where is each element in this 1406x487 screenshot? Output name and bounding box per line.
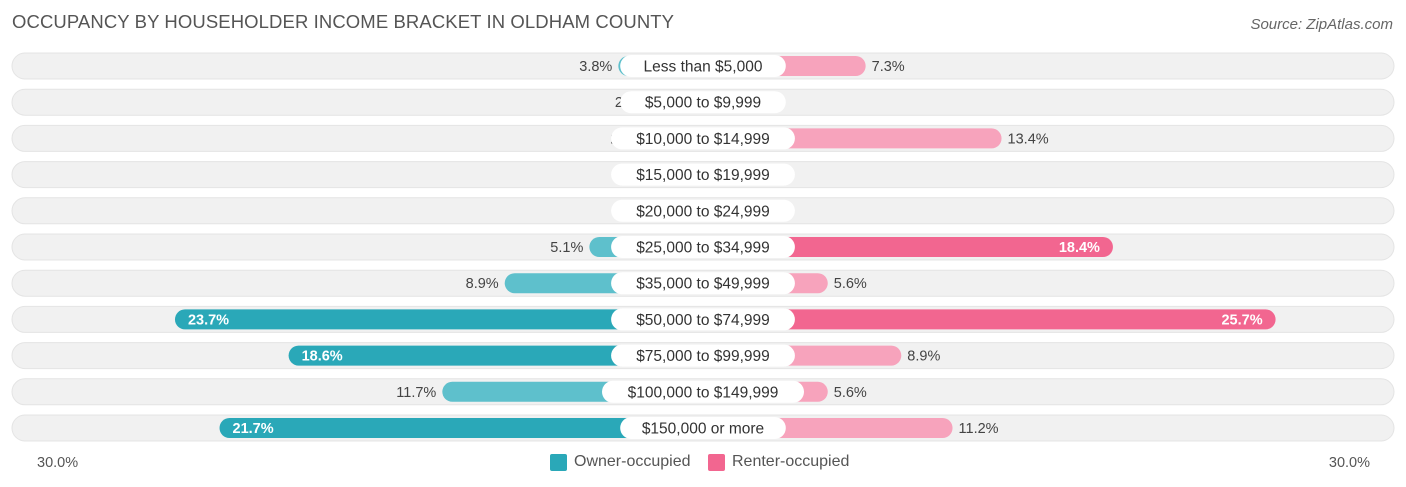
- owner-bar: [288, 345, 703, 366]
- renter-value-label: 13.4%: [1008, 131, 1049, 147]
- owner-value-label: 8.9%: [466, 276, 499, 292]
- category-label: $100,000 to $149,999: [628, 384, 779, 401]
- category-pill: [611, 199, 795, 222]
- category-label: $20,000 to $24,999: [636, 203, 770, 220]
- owner-value-label: 18.6%: [302, 349, 343, 365]
- category-pill: [611, 236, 795, 258]
- category-pill: [611, 308, 795, 331]
- renter-bar: [703, 237, 1113, 257]
- category-pill: [620, 91, 786, 114]
- renter-value-label: 8.9%: [907, 349, 940, 365]
- category-label: $5,000 to $9,999: [645, 95, 761, 112]
- owner-value-label: 3.8%: [579, 59, 612, 75]
- legend-renter-label: Renter-occupied: [732, 453, 850, 470]
- category-pill: [620, 55, 786, 77]
- category-label: $35,000 to $49,999: [636, 276, 770, 293]
- legend-owner-label: Owner-occupied: [574, 453, 691, 470]
- owner-value-label: 5.1%: [550, 240, 583, 256]
- owner-value-label: 11.7%: [396, 385, 436, 401]
- category-pill: [611, 163, 795, 186]
- renter-value-label: 18.4%: [1059, 240, 1100, 256]
- owner-value-label: 23.7%: [188, 312, 229, 328]
- axis-right-label: 30.0%: [1328, 455, 1370, 471]
- legend-owner-swatch: [550, 453, 567, 471]
- axis-left-label: 30.0%: [37, 455, 79, 471]
- renter-value-label: 11.2%: [959, 421, 999, 437]
- chart-plot: 3.8%7.3%Less than $5,0002.2%0.0%$5,000 t…: [11, 52, 1395, 442]
- category-pill: [620, 417, 786, 439]
- legend-renter: Renter-occupied: [708, 453, 849, 471]
- source-note: Source: ZipAtlas.com: [1250, 16, 1393, 33]
- renter-value-label: 7.3%: [872, 59, 905, 75]
- category-pill: [611, 127, 795, 150]
- category-label: $10,000 to $14,999: [636, 131, 770, 148]
- category-pill: [611, 272, 795, 295]
- category-label: Less than $5,000: [644, 59, 763, 76]
- renter-value-label: 25.7%: [1221, 312, 1262, 328]
- category-pill: [611, 344, 795, 367]
- category-label: $150,000 or more: [642, 421, 764, 438]
- owner-bar: [174, 309, 704, 330]
- category-label: $25,000 to $34,999: [636, 240, 770, 257]
- chart-title: OCCUPANCY BY HOUSEHOLDER INCOME BRACKET …: [12, 11, 675, 32]
- owner-value-label: 21.7%: [233, 421, 274, 437]
- category-label: $50,000 to $74,999: [636, 312, 770, 329]
- renter-value-label: 5.6%: [834, 385, 867, 401]
- legend-renter-swatch: [708, 453, 725, 471]
- renter-bar: [703, 309, 1276, 330]
- category-label: $75,000 to $99,999: [636, 348, 770, 365]
- legend-owner: Owner-occupied: [550, 453, 691, 471]
- renter-value-label: 5.6%: [834, 276, 867, 292]
- category-label: $15,000 to $19,999: [636, 167, 770, 184]
- owner-bar: [219, 418, 704, 438]
- category-pill: [602, 380, 804, 403]
